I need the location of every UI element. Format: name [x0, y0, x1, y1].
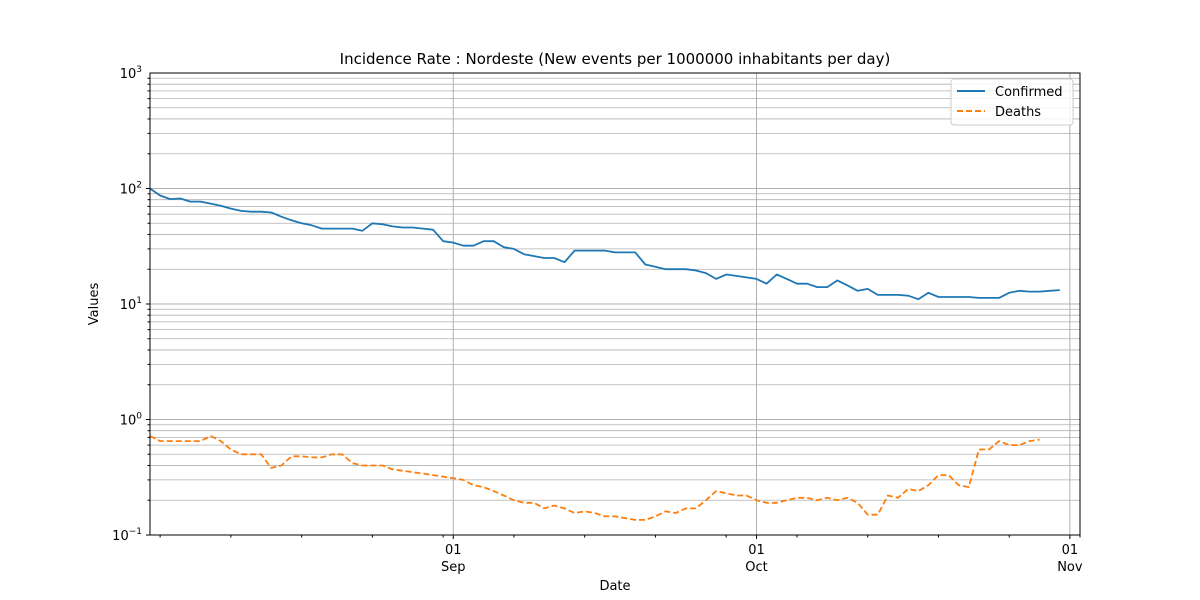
series-lines: [149, 187, 1060, 521]
y-axis-label: Values: [87, 283, 102, 326]
y-tick-base: 10: [120, 183, 137, 198]
x-tick-label-day: 01: [748, 543, 765, 558]
y-tick-base: 10: [120, 298, 137, 313]
y-tick-label: 102: [120, 181, 142, 198]
y-tick-exponent: 2: [136, 181, 142, 191]
y-tick-exponent: −1: [129, 527, 142, 537]
series-line-confirmed: [149, 187, 1060, 301]
x-tick-label-day: 01: [445, 543, 462, 558]
grid: [150, 72, 1080, 536]
y-tick-base: 10: [112, 529, 129, 544]
y-tick-label: 100: [120, 412, 143, 429]
y-tick-label: 103: [120, 65, 142, 82]
y-tick-label: 10−1: [112, 527, 142, 544]
y-tick-base: 10: [120, 67, 137, 82]
y-tick-exponent: 0: [136, 412, 142, 422]
y-tick-label: 101: [120, 296, 142, 313]
y-tick-exponent: 1: [136, 296, 142, 306]
legend: Confirmed Deaths: [950, 78, 1074, 126]
legend-label-confirmed: Confirmed: [995, 85, 1063, 100]
x-tick-label-month: Sep: [441, 560, 466, 575]
chart-title: Incidence Rate : Nordeste (New events pe…: [340, 50, 891, 68]
x-tick-label-month: Nov: [1057, 560, 1083, 575]
x-tick-label-month: Oct: [745, 560, 767, 575]
y-tick-base: 10: [120, 414, 137, 429]
y-tick-exponent: 3: [136, 65, 142, 75]
series-line-deaths: [149, 435, 1040, 521]
x-tick-label-day: 01: [1062, 543, 1079, 558]
legend-label-deaths: Deaths: [995, 105, 1041, 120]
x-axis-label: Date: [599, 579, 630, 594]
